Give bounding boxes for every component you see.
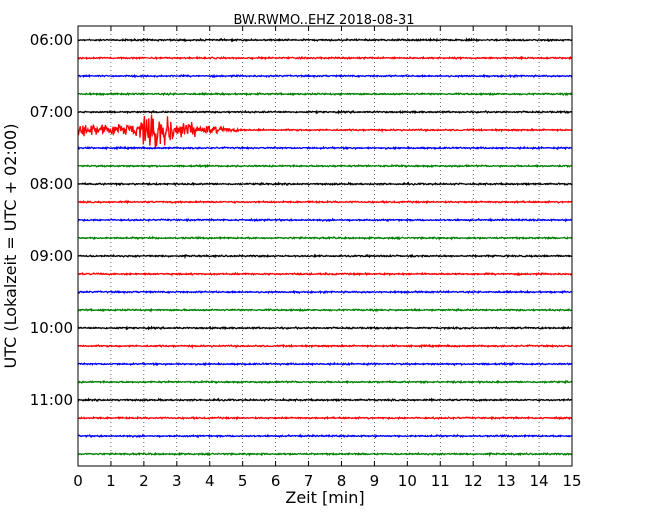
trace-line [77, 217, 573, 223]
plot-frame [77, 25, 573, 467]
y-tick-label: 09:00 [30, 247, 73, 265]
y-tick-label: 11:00 [30, 391, 73, 409]
trace-line [77, 451, 573, 458]
trace-line [78, 379, 573, 385]
trace-line [77, 289, 573, 295]
x-tick-label: 9 [370, 472, 380, 490]
x-tick-label: 10 [398, 472, 417, 490]
x-tick-label: 1 [106, 472, 116, 490]
trace-line [77, 343, 573, 350]
trace-line [77, 181, 573, 187]
trace-line [77, 37, 573, 43]
trace-line [77, 325, 573, 331]
x-axis-label: Zeit [min] [285, 488, 364, 507]
trace-line [77, 163, 573, 169]
x-tick-label: 5 [238, 472, 248, 490]
trace-line [77, 109, 573, 115]
trace-line [77, 114, 573, 150]
x-tick-label: 2 [139, 472, 149, 490]
x-tick-label: 14 [530, 472, 549, 490]
x-tick-label: 11 [431, 472, 450, 490]
trace-line [77, 397, 573, 403]
grid-lines [110, 26, 540, 466]
x-tick-label: 12 [464, 472, 483, 490]
x-tick-label: 13 [497, 472, 516, 490]
chart-title: BW.RWMO..EHZ 2018-08-31 [233, 13, 414, 28]
x-tick-label: 4 [205, 472, 215, 490]
trace-line [77, 73, 573, 79]
x-tick-label: 7 [304, 472, 314, 490]
trace-line [77, 433, 573, 439]
y-axis-ticks: 06:00 07:00 08:00 09:00 10:00 11:00 [30, 31, 84, 409]
x-tick-label: 3 [172, 472, 182, 490]
trace-line [78, 271, 573, 277]
y-tick-label: 07:00 [30, 103, 73, 121]
x-tick-label: 8 [337, 472, 347, 490]
trace-line [78, 91, 573, 97]
y-axis-label: UTC (Lokalzeit = UTC + 02:00) [1, 124, 20, 369]
trace-line [77, 55, 573, 61]
trace-line [77, 235, 573, 241]
y-tick-label: 06:00 [30, 31, 73, 49]
trace-line [77, 253, 573, 260]
trace-line [77, 361, 573, 367]
y-tick-label: 10:00 [30, 319, 73, 337]
trace-line [77, 199, 573, 205]
x-tick-label: 6 [271, 472, 281, 490]
trace-line [77, 415, 573, 421]
x-tick-label: 0 [73, 472, 83, 490]
seismic-traces [77, 37, 573, 458]
x-tick-label: 15 [562, 472, 581, 490]
trace-line [77, 145, 573, 151]
trace-line [77, 307, 573, 313]
x-axis-ticks: 0 1 2 3 4 5 6 7 8 9 10 11 12 13 14 15 [73, 26, 582, 490]
y-tick-label: 08:00 [30, 175, 73, 193]
